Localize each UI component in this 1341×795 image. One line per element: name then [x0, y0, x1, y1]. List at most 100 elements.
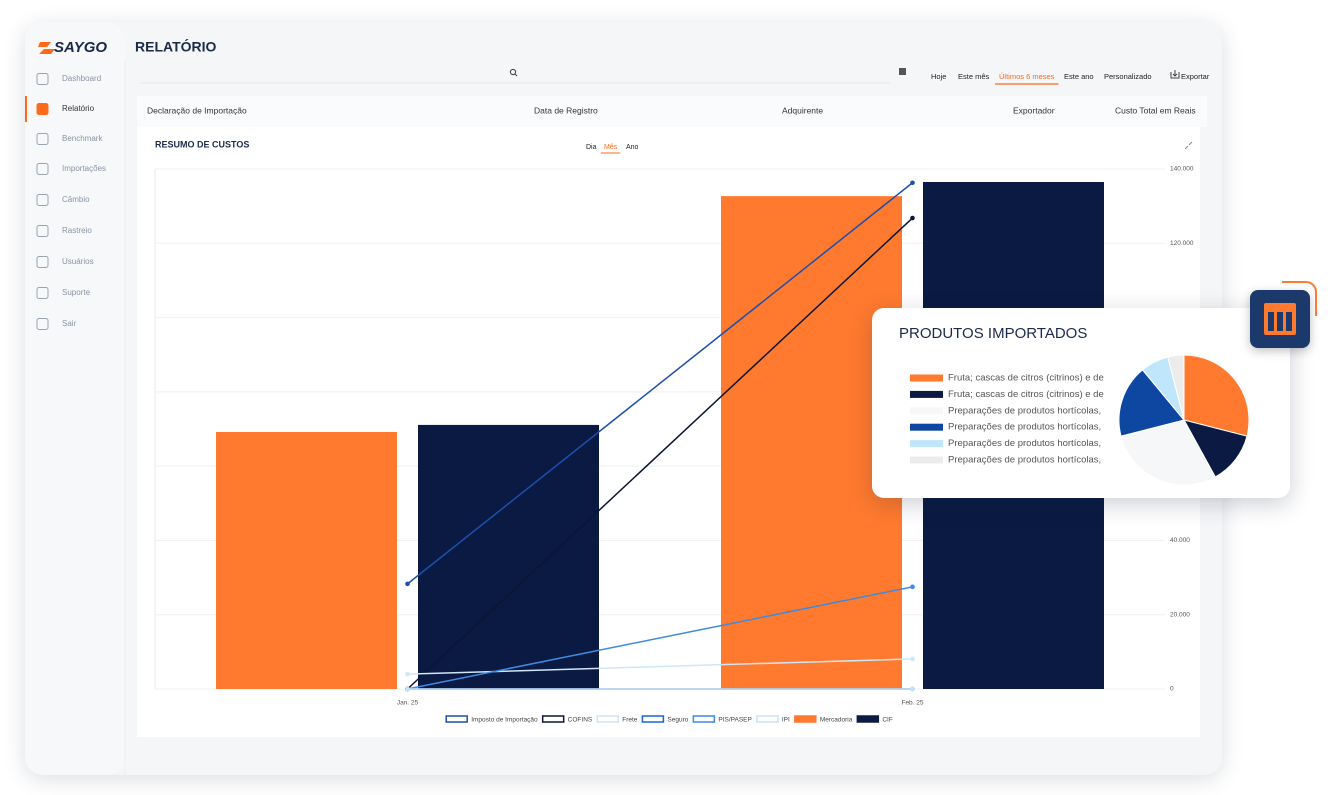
nav-icon: [36, 194, 49, 206]
export-icon: [1170, 70, 1180, 79]
period-toggle[interactable]: Mês: [604, 144, 618, 151]
legend-swatch: [910, 374, 943, 382]
date-filter[interactable]: Hoje: [931, 72, 946, 81]
column-header: Declaração de Importação: [147, 105, 247, 115]
legend-swatch: [910, 423, 943, 431]
legend-swatch: [910, 407, 943, 415]
point: [405, 581, 410, 587]
legend-label[interactable]: Imposto de Importação: [471, 717, 538, 724]
table-icon-cell: [1277, 312, 1283, 331]
nav-icon: [36, 133, 49, 145]
point: [910, 686, 915, 692]
nav-item[interactable]: Rastreio: [62, 226, 92, 235]
nav-item[interactable]: Relatório: [62, 104, 95, 113]
point: [910, 215, 915, 221]
nav-item[interactable]: Usuários: [62, 257, 94, 266]
legend-swatch[interactable]: [541, 715, 565, 723]
nav-icon: [36, 256, 49, 268]
x-tick-label: Jan. 25: [397, 700, 419, 707]
date-filter[interactable]: Personalizado: [1104, 72, 1152, 81]
table-header: [137, 96, 1207, 127]
legend-swatch[interactable]: [794, 715, 817, 723]
y-tick-label: 20.000: [1170, 611, 1190, 618]
column-header: Data de Registro: [534, 105, 598, 115]
period-toggle[interactable]: Dia: [586, 144, 597, 151]
legend-swatch[interactable]: [445, 715, 468, 723]
legend-swatch: [910, 440, 943, 448]
point: [405, 686, 410, 692]
line-series: [406, 217, 914, 690]
column-header: Adquirente: [782, 105, 823, 115]
legend-swatch[interactable]: [596, 715, 619, 723]
nav-item[interactable]: Câmbio: [62, 195, 90, 204]
legend-swatch[interactable]: [756, 715, 779, 723]
legend-label[interactable]: IPI: [782, 717, 790, 724]
point: [910, 656, 915, 662]
table-icon-cell: [1268, 312, 1274, 331]
legend-swatch[interactable]: [856, 715, 880, 723]
legend-label[interactable]: COFINS: [568, 717, 593, 724]
pie-card: PRODUTOS IMPORTADOS Fruta; cascas de cit…: [872, 308, 1290, 498]
legend-label[interactable]: Seguro: [667, 717, 688, 724]
nav-item[interactable]: Suporte: [62, 288, 91, 297]
nav-item[interactable]: Benchmark: [62, 134, 103, 143]
legend: Imposto de Importação COFINS Frete Seguro PI…: [445, 715, 893, 724]
badge: [1250, 290, 1310, 348]
table-icon-cell: [1286, 312, 1292, 331]
decoration: [1282, 281, 1317, 316]
nav-item[interactable]: Sair: [62, 319, 77, 328]
legend-swatch: [910, 390, 943, 398]
legend-label: Fruta; cascas de citros (citrinos) e de: [948, 373, 1104, 384]
point: [405, 671, 410, 677]
badge-icon: [1264, 303, 1296, 335]
legend-label: Preparações de produtos hortícolas,: [948, 405, 1101, 416]
nav-icon: [36, 73, 49, 85]
nav-icon: [36, 318, 49, 330]
legend-label: Preparações de produtos hortícolas,: [948, 455, 1101, 466]
company-icon[interactable]: [899, 68, 906, 75]
point: [910, 180, 915, 186]
date-filter[interactable]: Este ano: [1064, 72, 1094, 81]
point: [910, 584, 915, 590]
legend-label: Preparações de produtos hortícolas,: [948, 438, 1101, 449]
date-filter[interactable]: Este mês: [958, 72, 990, 81]
expand-icon[interactable]: [1184, 141, 1193, 150]
y-tick-label: 40.000: [1170, 537, 1190, 544]
chart-title: RESUMO DE CUSTOS: [155, 139, 249, 149]
column-header: Custo Total em Reais: [1115, 105, 1196, 115]
nav-item[interactable]: Dashboard: [62, 74, 101, 83]
export-button[interactable]: Exportar: [1181, 72, 1210, 81]
line-series: [407, 182, 913, 585]
logo: SAYGO: [54, 39, 107, 56]
legend-swatch[interactable]: [692, 715, 716, 723]
legend-swatch: [910, 456, 943, 464]
nav-item[interactable]: Importações: [62, 164, 106, 173]
date-filter[interactable]: Últimos 6 meses: [999, 72, 1055, 81]
page-title: RELATÓRIO: [135, 38, 217, 55]
pie-slice: [1183, 354, 1250, 437]
line-series: [407, 586, 913, 690]
search-icon[interactable]: [509, 68, 517, 76]
legend-swatch[interactable]: [641, 715, 665, 723]
y-tick-label: 120.000: [1170, 240, 1194, 247]
pie-slice: [1118, 369, 1185, 437]
bar: [418, 424, 599, 689]
active-indicator: [25, 96, 27, 122]
nav-icon: [36, 163, 49, 175]
pie-slice: [1167, 354, 1185, 421]
legend-label[interactable]: CIF: [882, 717, 893, 724]
legend-label[interactable]: Mercadoria: [820, 717, 853, 724]
logo-mark: [38, 42, 55, 54]
legend-label: Preparações de produtos hortícolas,: [948, 422, 1101, 433]
nav-icon: [36, 287, 49, 299]
legend-label[interactable]: Frete: [622, 717, 638, 724]
bar: [216, 431, 397, 689]
sidebar: [25, 22, 125, 775]
pie-title: PRODUTOS IMPORTADOS: [899, 325, 1087, 342]
column-header: Exportador: [1013, 105, 1055, 115]
corner-line: [1282, 281, 1317, 316]
nav-icon: [36, 225, 49, 237]
legend-label[interactable]: PIS/PASEP: [718, 717, 751, 724]
period-toggle[interactable]: Ano: [626, 144, 639, 151]
